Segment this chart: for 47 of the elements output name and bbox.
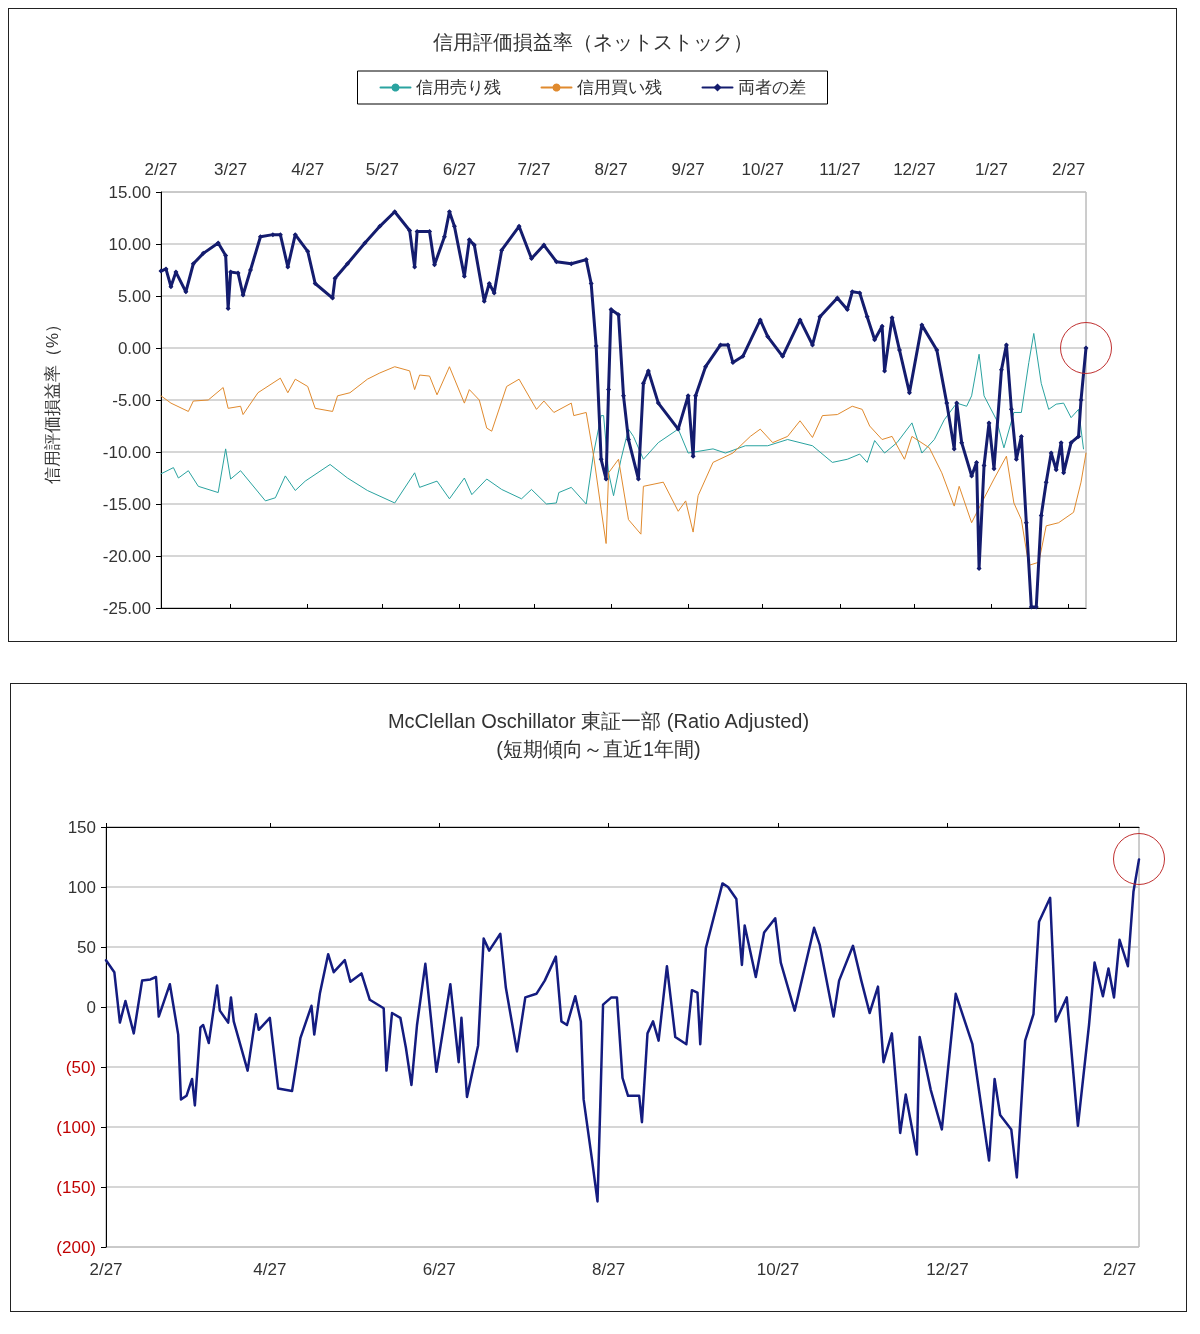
y-tick-label: 0.00 [117, 338, 151, 358]
chart-title: McClellan Oschillator 東証一部 (Ratio Adjusted) [387, 710, 810, 732]
x-tick-label: 7/27 [517, 160, 551, 179]
x-tick-label: 6/27 [442, 160, 476, 179]
y-tick-label: 10.00 [108, 234, 151, 254]
x-tick-label: 4/27 [291, 160, 325, 179]
y-tick-label: -15.00 [102, 494, 151, 514]
x-tick-label: 3/27 [214, 160, 248, 179]
chart-subtitle: (短期傾向～直近1年間) [496, 738, 701, 760]
y-tick-label: (100) [56, 1117, 96, 1137]
y-tick-label: -25.00 [102, 598, 151, 618]
legend-label: 信用買い残 [576, 78, 662, 97]
x-tick-label: 2/27 [144, 160, 178, 179]
line-series [104, 858, 1141, 1203]
x-tick-label: 8/27 [592, 1260, 626, 1279]
y-tick-label: (50) [65, 1057, 96, 1077]
x-tick-label: 2/27 [1103, 1260, 1137, 1279]
x-tick-label: 1/27 [974, 160, 1009, 179]
y-tick-label: 15.00 [108, 182, 151, 202]
y-tick-label: (200) [56, 1237, 96, 1257]
y-tick-label: 150 [67, 817, 96, 837]
legend-label: 両者の差 [737, 78, 806, 97]
x-tick-label: 12/27 [893, 160, 936, 179]
line-series [160, 366, 1087, 566]
chart-title: 信用評価損益率（ネットストック） [432, 31, 753, 53]
y-tick-label: (150) [56, 1177, 96, 1197]
x-tick-label: 5/27 [365, 160, 399, 179]
y-tick-label: 0 [86, 997, 96, 1017]
y-tick-label: 50 [77, 937, 96, 957]
legend-label: 信用売り残 [415, 78, 501, 97]
y-tick-label: -10.00 [102, 442, 151, 462]
y-tick-label: -5.00 [112, 390, 151, 410]
x-tick-label: 4/27 [253, 1260, 287, 1279]
x-tick-label: 10/27 [756, 1260, 800, 1279]
y-tick-label: 100 [67, 877, 96, 897]
x-tick-label: 10/27 [741, 160, 785, 179]
y-axis-title: 信用評価損益率（%） [43, 315, 62, 485]
x-tick-label: 11/27 [819, 160, 861, 179]
x-tick-label: 9/27 [671, 160, 705, 179]
y-tick-label: 5.00 [117, 286, 151, 306]
x-tick-label: 8/27 [594, 160, 628, 179]
x-tick-label: 6/27 [422, 1260, 456, 1279]
x-tick-label: 2/27 [1052, 160, 1086, 179]
x-tick-label: 12/27 [926, 1260, 969, 1279]
y-tick-label: -20.00 [102, 546, 151, 566]
line-series [160, 332, 1085, 505]
x-tick-label: 2/27 [89, 1260, 123, 1279]
